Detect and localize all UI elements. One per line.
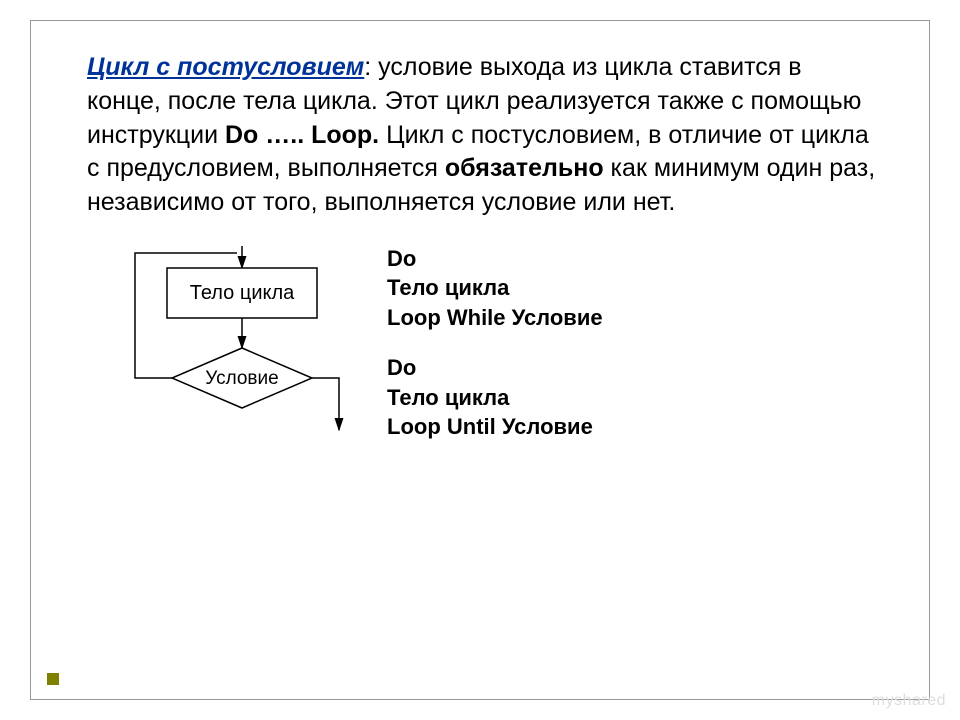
code1-body: Тело цикла — [387, 273, 603, 303]
slide-frame: Цикл с постусловием: условие выхода из ц… — [30, 20, 930, 700]
node-body-label: Тело цикла — [190, 282, 295, 304]
code2-body: Тело цикла — [387, 383, 603, 413]
code1-loop-kw: Loop While — [387, 305, 506, 330]
code2-loop-kw: Loop Until — [387, 414, 496, 439]
bold-do-loop: Do ….. Loop. — [225, 121, 379, 149]
flowchart-svg: Тело цикла Условие — [87, 238, 347, 448]
code1-do: Do — [387, 244, 603, 274]
watermark: myshared — [872, 692, 946, 710]
bold-mandatory: обязательно — [445, 154, 604, 182]
content-row: Тело цикла Условие Do Тело цикла Loop Wh… — [87, 238, 881, 498]
flowchart: Тело цикла Условие — [87, 238, 347, 498]
edge-exit — [312, 378, 339, 430]
code1-loop-cond: Условие — [506, 305, 603, 330]
code1-loop: Loop While Условие — [387, 303, 603, 333]
code2-do: Do — [387, 353, 603, 383]
code2-loop: Loop Until Условие — [387, 412, 603, 442]
node-cond-label: Условие — [205, 368, 278, 389]
title-term: Цикл с постусловием — [87, 53, 364, 81]
main-paragraph: Цикл с постусловием: условие выхода из ц… — [87, 51, 881, 220]
code2-loop-cond: Условие — [496, 414, 593, 439]
corner-bullet-icon — [47, 673, 59, 685]
code-block: Do Тело цикла Loop While Условие Do Тело… — [387, 238, 603, 498]
